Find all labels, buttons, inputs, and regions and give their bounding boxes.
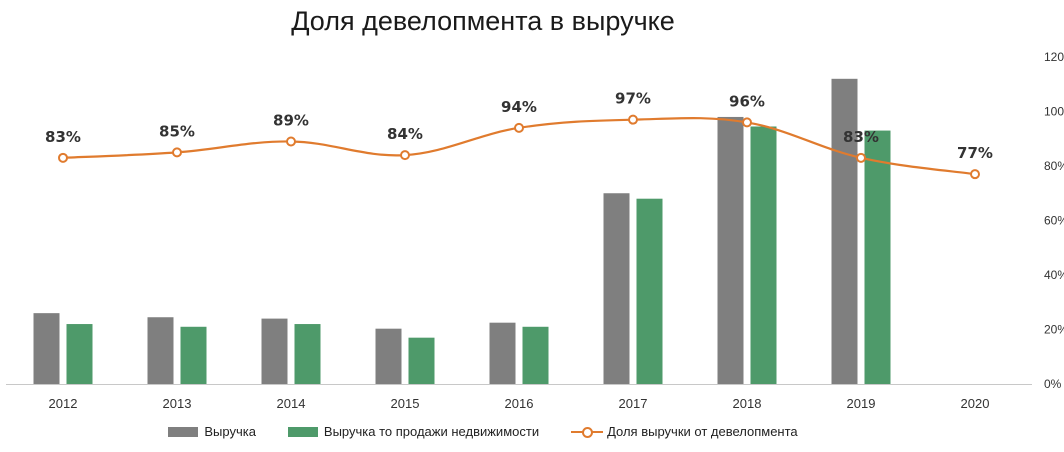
share-point xyxy=(172,147,182,158)
bar-realestate-revenue xyxy=(750,126,777,385)
x-tick-label: 2020 xyxy=(961,396,990,411)
bar-revenue xyxy=(603,193,630,384)
bar-realestate-revenue xyxy=(66,324,93,384)
legend-swatch-revenue xyxy=(168,426,199,437)
share-data-label: 97% xyxy=(615,90,651,108)
legend-label-share: Доля выручки от девелопмента xyxy=(607,424,798,439)
share-point xyxy=(742,117,752,128)
x-tick-label: 2013 xyxy=(163,396,192,411)
bar-realestate-revenue xyxy=(522,326,549,384)
bar-realestate-revenue xyxy=(408,337,435,384)
x-tick-label: 2017 xyxy=(619,396,648,411)
bar-realestate-revenue xyxy=(180,326,207,384)
bar-revenue xyxy=(489,322,516,384)
legend-item-share: Доля выручки от девелопмента xyxy=(571,424,798,439)
chart-plot: 2012 2013 2014 2015 2016 2017 2018 2019 2020 0% 20… xyxy=(6,50,1064,411)
chart-title: Доля девелопмента в выручке xyxy=(291,6,675,36)
legend-item-realestate: Выручка то продажи недвижимости xyxy=(287,424,540,439)
share-data-label: 83% xyxy=(843,128,879,146)
share-data-label: 83% xyxy=(45,128,81,146)
x-tick-label: 2016 xyxy=(505,396,534,411)
legend-swatch-realestate xyxy=(287,426,318,437)
x-tick-label: 2012 xyxy=(49,396,78,411)
share-data-label: 85% xyxy=(159,122,195,140)
bar-revenue xyxy=(831,78,858,385)
share-data-label: 94% xyxy=(501,98,537,116)
share-point xyxy=(514,122,524,133)
bar-revenue xyxy=(147,317,174,384)
share-data-label: 96% xyxy=(729,92,765,110)
share-point xyxy=(856,152,866,163)
y-right-tick-label: 60% xyxy=(1044,214,1064,228)
legend-label-revenue: Выручка xyxy=(204,424,256,439)
y-right-tick-label: 40% xyxy=(1044,268,1064,282)
share-point xyxy=(628,114,638,125)
y-right-tick-label: 0% xyxy=(1044,377,1062,391)
legend-item-revenue: Выручка xyxy=(168,424,256,439)
bar-revenue xyxy=(375,328,402,384)
x-tick-label: 2014 xyxy=(277,396,306,411)
legend-label-realestate: Выручка то продажи недвижимости xyxy=(323,424,540,439)
legend-line-marker-icon xyxy=(571,426,604,438)
share-point xyxy=(970,169,980,180)
x-tick-label: 2018 xyxy=(733,396,762,411)
x-tick-label: 2019 xyxy=(847,396,876,411)
bar-revenue xyxy=(717,116,744,384)
bar-revenue xyxy=(33,313,60,384)
bar-realestate-revenue xyxy=(864,130,891,384)
y-right-tick-label: 120% xyxy=(1044,50,1064,64)
y-right-tick-label: 20% xyxy=(1044,323,1064,337)
y-right-tick-label: 100% xyxy=(1044,105,1064,119)
share-data-label: 84% xyxy=(387,125,423,143)
bar-revenue xyxy=(261,318,288,384)
y-right-tick-label: 80% xyxy=(1044,159,1064,173)
x-tick-label: 2015 xyxy=(391,396,420,411)
share-point xyxy=(58,152,68,163)
share-point xyxy=(286,136,296,147)
share-data-label: 89% xyxy=(273,111,309,129)
chart-legend: Выручка Выручка то продажи недвижимости … xyxy=(0,424,966,439)
share-data-label: 77% xyxy=(957,144,993,162)
bar-realestate-revenue xyxy=(294,324,321,384)
bar-realestate-revenue xyxy=(636,198,663,384)
share-point xyxy=(400,150,410,161)
